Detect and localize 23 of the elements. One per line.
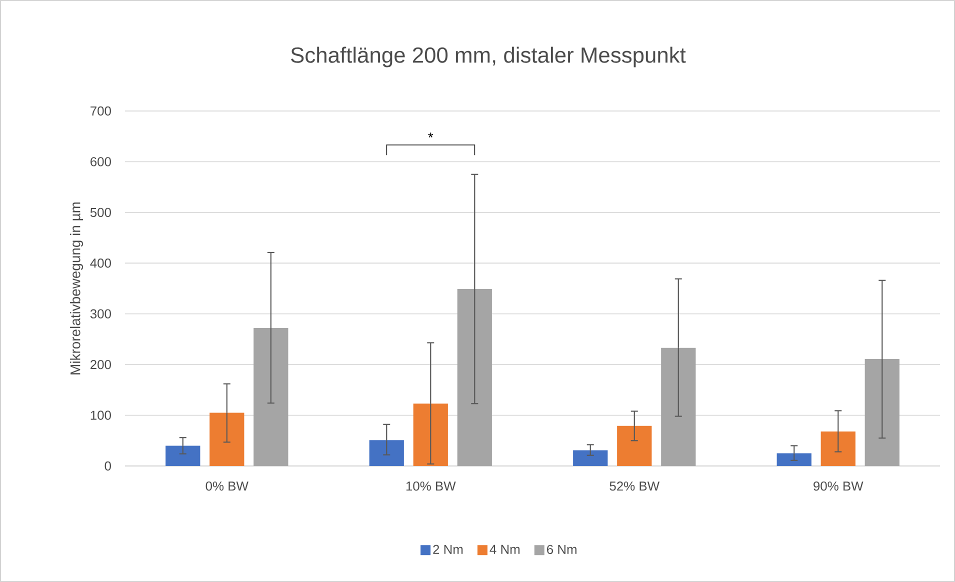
y-tick-label: 0 [104, 461, 111, 471]
bar [573, 450, 608, 466]
y-tick-label: 200 [90, 360, 111, 370]
y-tick-label: 600 [90, 157, 111, 166]
legend-label: 2 Nm [433, 544, 463, 554]
bar [369, 440, 404, 466]
x-tick-label: 10% BW [406, 482, 456, 491]
x-tick-label: 52% BW [610, 482, 660, 491]
legend-label: 6 Nm [547, 544, 576, 554]
y-tick-label: 100 [90, 410, 111, 420]
chart-title: Schaftlänge 200 mm, distaler Messpunkt [291, 46, 686, 68]
y-tick-label: 400 [90, 258, 111, 268]
bar [617, 426, 652, 466]
legend-label: 4 Nm [490, 544, 520, 554]
y-axis-title: Mikrorelativbewegung in µm [70, 202, 84, 374]
annotation: * [428, 132, 434, 138]
x-tick-label: 90% BW [814, 482, 864, 491]
y-tick-label: 700 [90, 106, 111, 116]
bar [166, 446, 200, 466]
bar [776, 453, 812, 466]
y-tick-label: 500 [90, 208, 111, 217]
x-tick-label: 0% BW [206, 482, 248, 491]
y-tick-label: 300 [90, 309, 111, 318]
